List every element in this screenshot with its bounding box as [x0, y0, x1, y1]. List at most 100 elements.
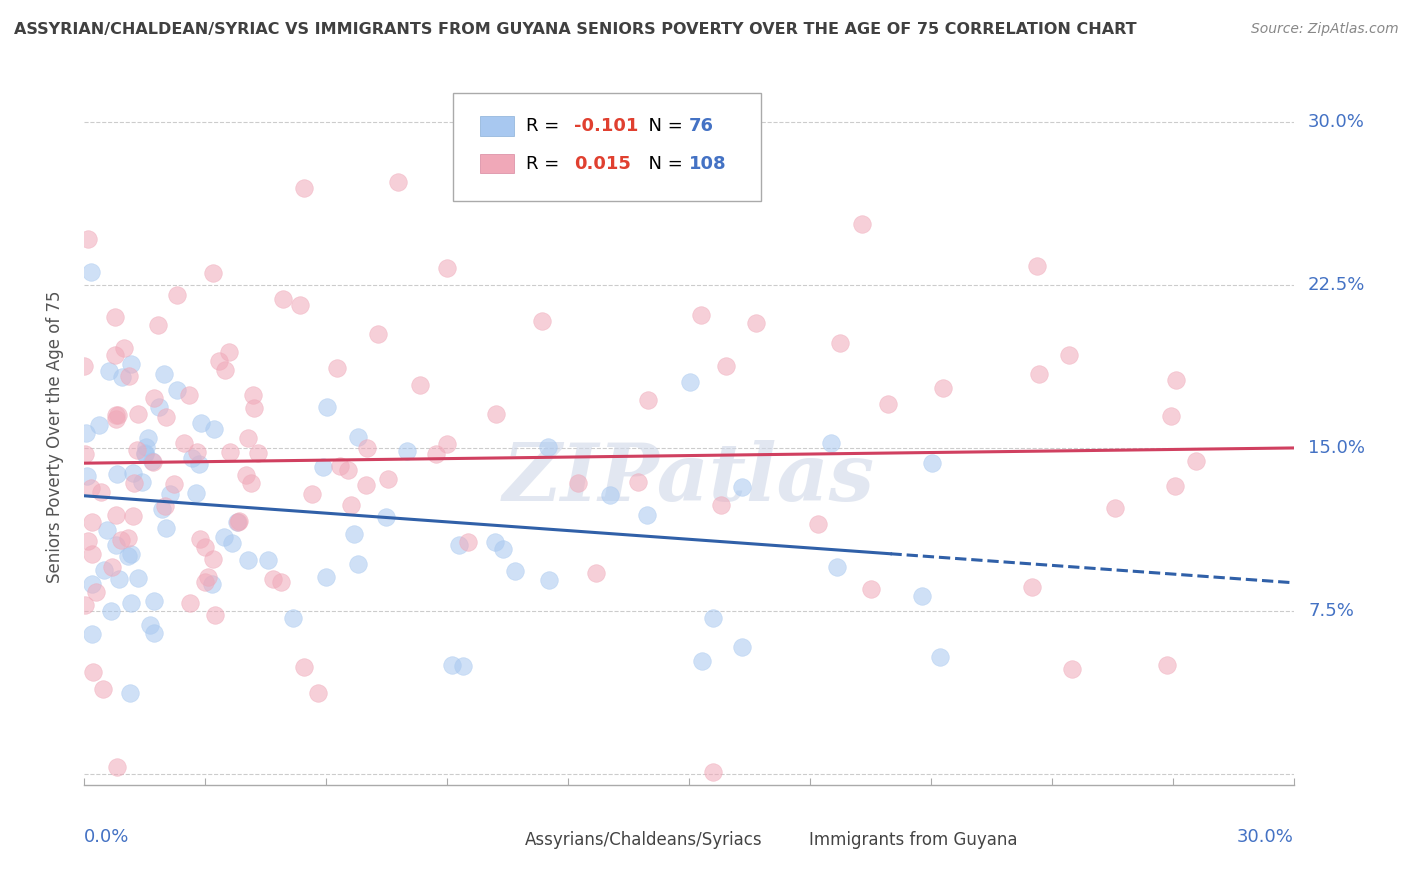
Point: [194, 575, 217, 590]
Point: [263, 572, 285, 586]
Point: [246, 446, 269, 460]
Point: [243, 401, 266, 416]
Text: 30.0%: 30.0%: [1308, 112, 1365, 131]
Point: [375, 510, 398, 524]
Point: [637, 393, 659, 408]
Point: [710, 498, 733, 512]
Point: [80, 265, 103, 279]
Point: [104, 538, 127, 552]
Point: [131, 475, 153, 489]
Point: [197, 569, 219, 583]
Point: [1060, 662, 1083, 676]
Point: [599, 488, 621, 502]
Point: [484, 534, 506, 549]
Point: [105, 408, 128, 422]
Point: [90, 484, 112, 499]
Text: ASSYRIAN/CHALDEAN/SYRIAC VS IMMIGRANTS FROM GUYANA SENIORS POVERTY OVER THE AGE : ASSYRIAN/CHALDEAN/SYRIAC VS IMMIGRANTS F…: [14, 22, 1136, 37]
Point: [143, 594, 166, 608]
Point: [807, 517, 830, 532]
Point: [929, 650, 952, 665]
Point: [202, 422, 225, 436]
Point: [538, 573, 561, 587]
Point: [110, 533, 132, 547]
Point: [340, 498, 363, 512]
Point: [124, 476, 146, 491]
Point: [101, 560, 124, 574]
Text: 108: 108: [689, 154, 727, 173]
Point: [104, 310, 127, 324]
Point: [702, 764, 724, 779]
Point: [77, 232, 100, 246]
Text: N =: N =: [637, 154, 689, 173]
Point: [150, 502, 173, 516]
Point: [87, 418, 110, 433]
Point: [207, 353, 229, 368]
Point: [82, 515, 104, 529]
Point: [155, 409, 177, 424]
Text: Source: ZipAtlas.com: Source: ZipAtlas.com: [1251, 22, 1399, 37]
Point: [690, 654, 713, 668]
Point: [636, 508, 658, 522]
Point: [190, 417, 212, 431]
Point: [326, 361, 349, 376]
Y-axis label: Seniors Poverty Over the Age of 75: Seniors Poverty Over the Age of 75: [45, 291, 63, 583]
Point: [97, 364, 120, 378]
Point: [270, 574, 292, 589]
Point: [877, 397, 900, 411]
Point: [1057, 348, 1080, 362]
Point: [292, 660, 315, 674]
Point: [166, 288, 188, 302]
Point: [121, 548, 143, 562]
Point: [447, 537, 470, 551]
Point: [731, 640, 754, 654]
Text: 0.0%: 0.0%: [84, 828, 129, 847]
Point: [136, 431, 159, 445]
Point: [75, 426, 97, 441]
Point: [911, 590, 934, 604]
Point: [153, 499, 176, 513]
Point: [159, 487, 181, 501]
Point: [107, 572, 129, 586]
Point: [347, 430, 370, 444]
Point: [1104, 500, 1126, 515]
Point: [73, 359, 96, 373]
Point: [100, 604, 122, 618]
Point: [1160, 409, 1182, 424]
Point: [425, 447, 447, 461]
Point: [1156, 657, 1178, 672]
Point: [163, 477, 186, 491]
Point: [181, 450, 204, 465]
Point: [315, 570, 337, 584]
Point: [271, 292, 294, 306]
Point: [127, 407, 149, 421]
Point: [187, 457, 209, 471]
Point: [1164, 373, 1187, 387]
Point: [186, 444, 208, 458]
Point: [125, 443, 148, 458]
Text: 7.5%: 7.5%: [1308, 602, 1354, 620]
Point: [201, 551, 224, 566]
Point: [214, 362, 236, 376]
Point: [236, 431, 259, 445]
Point: [1185, 453, 1208, 467]
Point: [301, 487, 323, 501]
Point: [141, 455, 163, 469]
Point: [367, 326, 389, 341]
Point: [80, 482, 103, 496]
Point: [105, 467, 128, 481]
Point: [730, 480, 752, 494]
Point: [851, 217, 873, 231]
Point: [120, 358, 142, 372]
Point: [240, 476, 263, 491]
Point: [127, 571, 149, 585]
Point: [312, 459, 335, 474]
FancyBboxPatch shape: [484, 830, 517, 850]
Point: [77, 533, 100, 548]
Point: [153, 367, 176, 381]
Text: Assyrians/Chaldeans/Syriacs: Assyrians/Chaldeans/Syriacs: [524, 831, 762, 849]
Text: 22.5%: 22.5%: [1308, 276, 1365, 293]
Point: [395, 444, 418, 458]
Text: R =: R =: [526, 154, 565, 173]
Point: [201, 577, 224, 591]
Point: [451, 658, 474, 673]
